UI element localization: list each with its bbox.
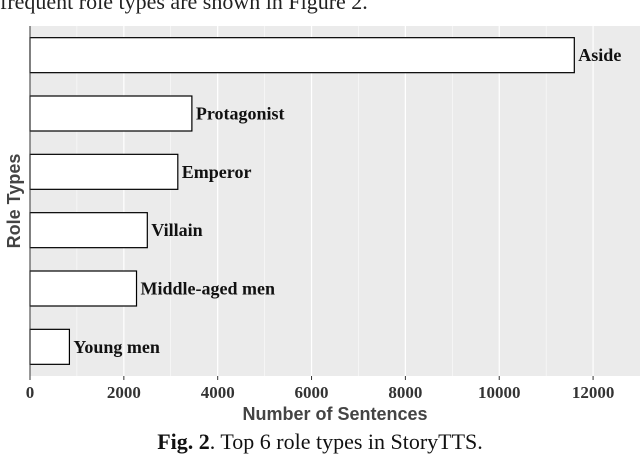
bar-label: Young men bbox=[73, 337, 160, 357]
caption-text: . Top 6 role types in StoryTTS. bbox=[209, 429, 483, 454]
x-tick-label: 10000 bbox=[478, 383, 521, 402]
x-axis-title: Number of Sentences bbox=[242, 404, 427, 424]
figure-caption: Fig. 2. Top 6 role types in StoryTTS. bbox=[0, 429, 640, 455]
x-ticks: 0 2000 4000 6000 8000 10000 12000 bbox=[26, 376, 615, 402]
figure-label: Fig. 2 bbox=[157, 429, 210, 454]
bar bbox=[29, 270, 138, 307]
x-tick-label: 2000 bbox=[107, 383, 141, 402]
bars: Aside Protagonist Emperor Villain Middle-age… bbox=[29, 37, 621, 365]
bar bbox=[29, 212, 148, 249]
bar-label: Protagonist bbox=[196, 104, 285, 124]
bar-label: Middle-aged men bbox=[141, 279, 276, 299]
bar-label: Villain bbox=[151, 220, 202, 240]
plot-panel bbox=[30, 26, 640, 376]
x-tick-label: 6000 bbox=[295, 383, 329, 402]
bar-label: Aside bbox=[578, 45, 621, 65]
bar-label: Emperor bbox=[182, 162, 252, 182]
x-tick-label: 0 bbox=[26, 383, 35, 402]
x-tick-label: 12000 bbox=[572, 383, 615, 402]
x-tick-label: 8000 bbox=[388, 383, 422, 402]
y-axis-title: Role Types bbox=[4, 154, 24, 249]
bar-chart: Aside Protagonist Emperor Villain Middle-age… bbox=[4, 26, 640, 424]
x-tick-label: 4000 bbox=[201, 383, 235, 402]
preceding-text-line: frequent role types are shown in Figure … bbox=[0, 0, 368, 14]
bar bbox=[29, 95, 193, 132]
bar bbox=[29, 153, 179, 190]
bar bbox=[29, 37, 575, 74]
bar bbox=[29, 328, 71, 365]
